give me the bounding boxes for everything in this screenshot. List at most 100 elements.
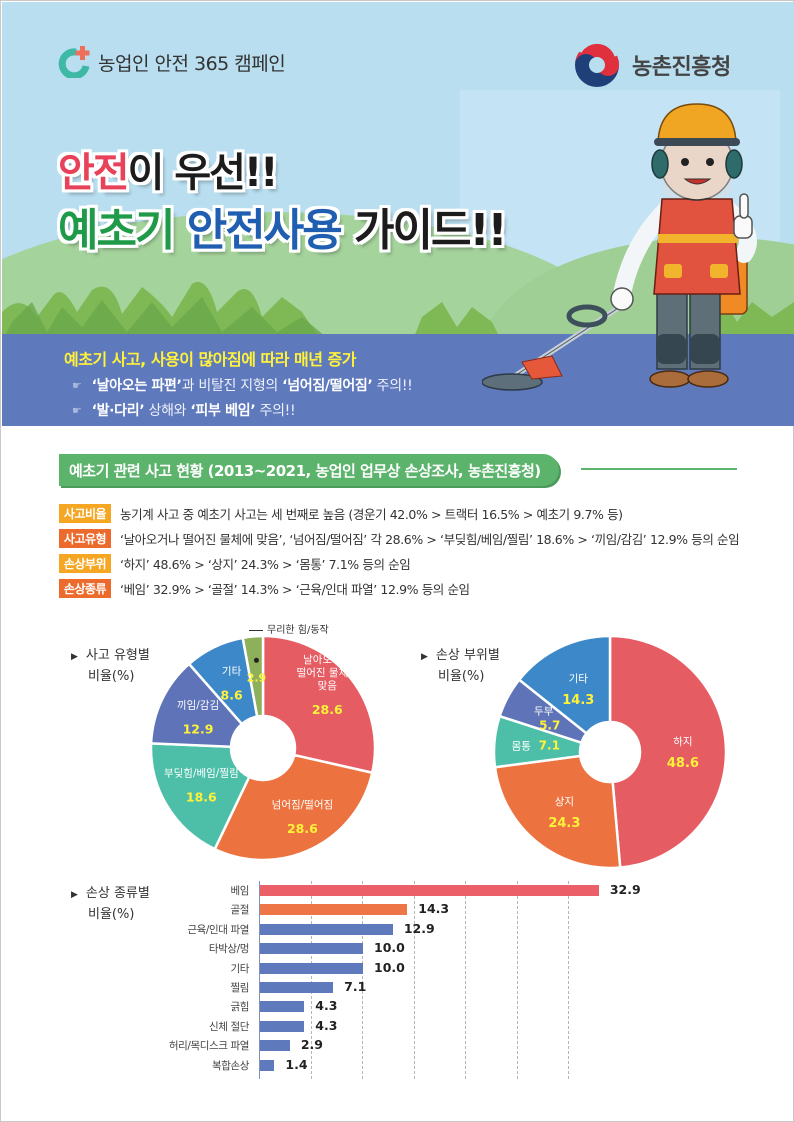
bar xyxy=(260,923,393,935)
triangle-bullet-icon: ▶ xyxy=(71,652,78,662)
triangle-bullet-icon: ▶ xyxy=(421,652,428,662)
emphasis-skin-cuts: ‘피부 베임’ xyxy=(190,403,256,419)
title-safety-word: 안전 xyxy=(58,150,130,196)
title-brushcutter-word: 예초기 xyxy=(58,205,175,256)
bar-value-label: 14.3 xyxy=(418,901,450,917)
chart-label-line: 비율(%) xyxy=(88,669,135,684)
slice-value: 28.6 xyxy=(287,821,318,836)
campaign-name: 농업인 안전 365 캠페인 xyxy=(98,52,286,75)
donut-slice xyxy=(494,754,622,868)
bar-value-label: 12.9 xyxy=(403,920,435,936)
summary-point-1: ☛ ‘날아오는 파편’과 비탈진 지형의 ‘넘어짐/떨어짐’ 주의!! xyxy=(72,375,413,395)
grid-line xyxy=(568,881,569,1079)
facts-list: 사고비율 농기계 사고 중 예초기 사고는 세 번째로 높음 (경운기 42.0… xyxy=(59,501,740,601)
bar xyxy=(260,943,363,955)
slice-value: 48.6 xyxy=(667,756,699,771)
chart-label-line: 손상 종류별 xyxy=(85,886,150,901)
main-title-line1: 안전이 우선!! xyxy=(58,140,279,198)
grid-line xyxy=(310,881,312,1079)
bar xyxy=(260,1059,275,1071)
emphasis-falls: ‘넘어짐/떨어짐’ xyxy=(282,378,373,394)
title-safe-use-word: 안전사용 xyxy=(186,205,343,256)
grid-line xyxy=(516,881,518,1079)
slice-label: 기타 xyxy=(222,666,242,678)
main-title-line2: 예초기 안전사용 가이드!! xyxy=(58,194,508,258)
chart-label-line: 비율(%) xyxy=(438,669,485,684)
bar-category-label: 근육/인대 파열 xyxy=(187,923,249,936)
injury-kind-chart-label: ▶ 손상 종류별 비율(%) xyxy=(71,884,150,925)
chart-label-line: 비율(%) xyxy=(88,907,135,922)
hero-banner: 농업인 안전 365 캠페인 농촌진흥청 안전이 우선!! 예초기 안전사용 가… xyxy=(2,2,794,426)
bar-value-label: 4.3 xyxy=(315,1017,338,1033)
donut-slice xyxy=(151,742,251,851)
fact-text: 농기계 사고 중 예초기 사고는 세 번째로 높음 (경운기 42.0% > 트… xyxy=(120,507,623,522)
bar xyxy=(260,904,408,916)
plain-text: 상해와 xyxy=(144,403,191,419)
slice-value: 2.9 xyxy=(247,671,267,684)
chart-label-line: 손상 부위별 xyxy=(435,648,500,663)
slice-label: 기타 xyxy=(569,673,589,685)
slice-value: 28.6 xyxy=(312,702,343,717)
summary-point-2: ☛ ‘발·다리’ 상해와 ‘피부 베임’ 주의!! xyxy=(72,400,296,420)
slice-value: 8.6 xyxy=(221,688,243,703)
section-divider xyxy=(581,468,737,470)
donut-slice xyxy=(608,636,726,868)
slice-label: 두부 xyxy=(534,705,554,717)
plain-text: 주의!! xyxy=(255,403,296,419)
donut-slice xyxy=(241,634,265,718)
callout-label: 무리한 힘/동작 xyxy=(249,621,329,636)
slice-label: 부딪힘/베임/찔림 xyxy=(164,767,239,780)
summary-point-2-text: ‘발·다리’ 상해와 ‘피부 베임’ 주의!! xyxy=(92,400,296,420)
fact-badge: 손상종류 xyxy=(59,579,111,598)
triangle-bullet-icon: ▶ xyxy=(71,890,78,900)
grid-line xyxy=(362,881,363,1079)
emphasis-feet-legs: ‘발·다리’ xyxy=(91,403,145,419)
callout-line xyxy=(249,629,263,631)
fact-badge: 사고비율 xyxy=(59,504,111,523)
bar-value-label: 1.4 xyxy=(285,1056,308,1072)
bar xyxy=(260,1001,305,1013)
slice-value: 14.3 xyxy=(562,693,594,708)
bar-category-label: 타박상/멍 xyxy=(208,943,250,956)
bar xyxy=(260,1020,305,1032)
emphasis-flying-debris: ‘날아오는 파편’ xyxy=(91,378,182,394)
fact-text: ‘하지’ 48.6% > ‘상지’ 24.3% > ‘몸통’ 7.1% 등의 순… xyxy=(120,557,411,572)
title-first-rest: 이 우선!! xyxy=(127,150,279,196)
bar-category-label: 베임 xyxy=(230,885,249,897)
agency-name: 농촌진흥청 xyxy=(632,55,731,80)
accident-type-chart-label: ▶ 사고 유형별 비율(%) xyxy=(71,646,150,687)
donut-slice xyxy=(213,753,374,862)
bar-value-label: 4.3 xyxy=(315,998,338,1014)
fact-row: 손상종류 ‘베임’ 32.9% > ‘골절’ 14.3% > ‘근육/인대 파열… xyxy=(59,576,739,601)
agency-logo: 농촌진흥청 xyxy=(572,40,731,90)
fact-text: ‘베임’ 32.9% > ‘골절’ 14.3% > ‘근육/인대 파열’ 12.… xyxy=(120,582,470,597)
pointing-hand-icon: ☛ xyxy=(72,378,82,392)
summary-point-1-text: ‘날아오는 파편’과 비탈진 지형의 ‘넘어짐/떨어짐’ 주의!! xyxy=(92,375,413,395)
bar-value-label: 32.9 xyxy=(609,882,641,897)
slice-label: 맞음 xyxy=(318,680,338,692)
bar xyxy=(260,982,334,993)
donut-slice xyxy=(517,636,612,736)
chart-label-line: 사고 유형별 xyxy=(85,648,150,663)
plain-text: 과 비탈진 지형의 xyxy=(181,378,283,394)
bar-category-label: 찔림 xyxy=(230,982,249,994)
bar-category-label: 기타 xyxy=(230,962,249,975)
fact-row: 손상부위 ‘하지’ 48.6% > ‘상지’ 24.3% > ‘몸통’ 7.1%… xyxy=(59,551,739,576)
slice-label: 넘어짐/떨어짐 xyxy=(272,799,334,811)
bar-axis xyxy=(259,881,260,1079)
title-guide-word: 가이드!! xyxy=(354,205,508,256)
bar xyxy=(260,885,599,896)
summary-headline: 예초기 사고, 사용이 많아짐에 따라 매년 증가 xyxy=(64,350,356,369)
bar-value-label: 2.9 xyxy=(300,1037,324,1053)
grid-line xyxy=(413,881,415,1079)
slice-value: 7.1 xyxy=(539,738,560,752)
fact-row: 사고비율 농기계 사고 중 예초기 사고는 세 번째로 높음 (경운기 42.0… xyxy=(59,501,739,526)
slice-value: 12.9 xyxy=(183,721,214,736)
slice-value: 24.3 xyxy=(548,816,580,831)
bar xyxy=(260,1040,290,1052)
bar-category-label: 복합손상 xyxy=(211,1059,249,1072)
bar-category-label: 신체 절단 xyxy=(209,1020,249,1033)
slice-label: 날아오거나 xyxy=(303,654,352,666)
